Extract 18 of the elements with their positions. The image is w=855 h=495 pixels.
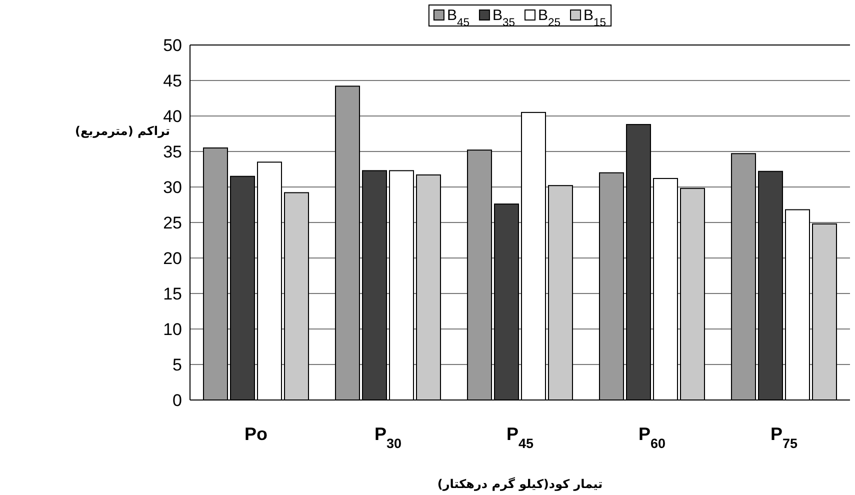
x-tick-label: Po [244, 424, 268, 444]
y-tick-label: 40 [163, 107, 182, 126]
x-tick-label: P$_{60}$ [638, 424, 666, 450]
x-tick-label: P$_{45}$ [506, 424, 534, 450]
x-tick-label: P$_{30}$ [374, 424, 402, 450]
y-tick-label: 45 [163, 72, 182, 90]
y-tick-label: 5 [172, 356, 182, 374]
y-tick-label: 20 [163, 249, 182, 268]
x-axis-title: تیمار کود(کیلو گرم درهکتار) [437, 477, 603, 491]
y-tick-label: 35 [163, 142, 182, 162]
y-tick-label: 25 [163, 214, 182, 232]
y-tick-label: 15 [163, 284, 182, 304]
y-axis-title: تراکم (مترمربع) [74, 124, 170, 138]
x-tick-label: P$_{75}$ [770, 424, 798, 450]
y-tick-label: 30 [163, 178, 182, 197]
y-tick-label: 10 [163, 320, 182, 339]
y-tick-label: 0 [172, 391, 182, 410]
y-tick-label: 50 [163, 36, 182, 55]
